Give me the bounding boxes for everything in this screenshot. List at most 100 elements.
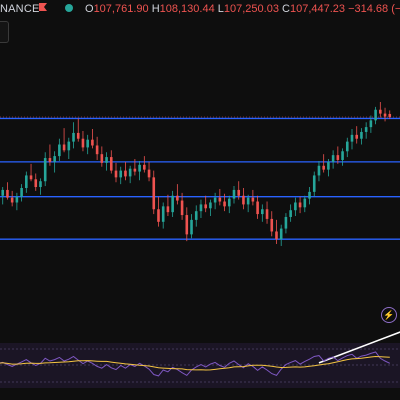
candle bbox=[350, 129, 354, 150]
candle bbox=[190, 214, 193, 239]
candle bbox=[124, 161, 127, 181]
symbol-label[interactable]: NANCE bbox=[0, 3, 40, 15]
candle bbox=[34, 173, 38, 191]
candle bbox=[143, 156, 146, 173]
candle bbox=[194, 205, 198, 227]
open-value: 107,761.90 bbox=[93, 3, 149, 15]
candle bbox=[327, 159, 330, 177]
flag-icon[interactable] bbox=[38, 2, 48, 12]
candle bbox=[218, 188, 222, 206]
candle bbox=[369, 115, 373, 133]
candle bbox=[100, 146, 104, 167]
candle bbox=[6, 182, 9, 200]
lightning-icon[interactable]: ⚡ bbox=[381, 307, 397, 323]
chart-header: NANCE O107,761.90 H108,130.44 L107,250.0… bbox=[0, 0, 400, 20]
candle bbox=[114, 162, 118, 183]
candle bbox=[171, 190, 174, 217]
candle bbox=[138, 160, 141, 181]
candle bbox=[119, 166, 123, 185]
candle bbox=[95, 136, 99, 160]
candle bbox=[360, 128, 363, 145]
candle bbox=[15, 192, 19, 211]
candle bbox=[270, 211, 274, 237]
candle bbox=[256, 195, 259, 219]
candle bbox=[25, 171, 28, 193]
candle bbox=[261, 204, 264, 222]
candle bbox=[294, 197, 297, 217]
open-label: O bbox=[85, 3, 94, 15]
candle bbox=[364, 122, 368, 139]
candle bbox=[213, 192, 217, 210]
market-status-dot bbox=[65, 4, 73, 12]
candle bbox=[76, 118, 80, 142]
candle bbox=[204, 195, 207, 213]
candle bbox=[152, 170, 156, 215]
low-value: 107,250.03 bbox=[223, 3, 279, 15]
candle bbox=[317, 160, 321, 182]
candle bbox=[303, 195, 307, 213]
candle bbox=[86, 134, 89, 155]
candle bbox=[232, 186, 236, 204]
candle bbox=[62, 128, 66, 153]
candle bbox=[237, 181, 241, 200]
candle bbox=[147, 161, 151, 182]
candle bbox=[81, 130, 85, 152]
candle bbox=[48, 144, 52, 166]
candle bbox=[133, 159, 137, 176]
candle bbox=[341, 148, 344, 166]
candle bbox=[209, 199, 212, 217]
candle bbox=[383, 107, 387, 122]
candle bbox=[180, 192, 184, 220]
candle bbox=[379, 102, 382, 118]
candle bbox=[161, 202, 165, 229]
candle bbox=[176, 184, 179, 205]
candle bbox=[157, 196, 160, 227]
candle bbox=[312, 171, 316, 197]
candle bbox=[1, 187, 5, 205]
candle bbox=[355, 126, 359, 144]
change-value: −314.68 (−0.29%) bbox=[348, 3, 400, 15]
rsi-ma-line bbox=[0, 355, 390, 371]
candlesticks bbox=[1, 102, 392, 246]
close-label: C bbox=[282, 3, 290, 15]
close-value: 107,447.23 bbox=[289, 3, 346, 15]
candle bbox=[279, 224, 283, 246]
candle bbox=[20, 184, 23, 202]
candle bbox=[345, 137, 349, 158]
support-resistance-levels bbox=[0, 117, 400, 240]
low-label: L bbox=[217, 3, 224, 15]
candle bbox=[199, 199, 203, 218]
candle bbox=[388, 110, 392, 119]
candle bbox=[265, 201, 269, 224]
candle bbox=[275, 219, 278, 245]
candle bbox=[308, 187, 311, 205]
candle bbox=[43, 152, 47, 187]
high-value: 108,130.44 bbox=[159, 3, 215, 15]
candle bbox=[53, 151, 56, 173]
candle bbox=[251, 189, 255, 206]
high-label: H bbox=[151, 3, 160, 15]
candle bbox=[58, 138, 61, 161]
candle bbox=[374, 106, 377, 125]
candle bbox=[166, 194, 170, 217]
candle bbox=[29, 163, 33, 182]
candle bbox=[128, 165, 132, 184]
candle bbox=[109, 150, 113, 174]
rsi-line bbox=[0, 351, 391, 377]
collapse-toggle[interactable] bbox=[0, 21, 9, 43]
candle bbox=[10, 190, 14, 207]
candle bbox=[336, 146, 340, 164]
candle bbox=[298, 196, 302, 214]
candle bbox=[67, 137, 71, 160]
candle bbox=[284, 213, 288, 234]
ohlc-readout: O107,761.90 H108,130.44 L107,250.03 C107… bbox=[85, 3, 400, 15]
candle bbox=[289, 204, 292, 222]
candle bbox=[91, 129, 94, 149]
candle bbox=[322, 154, 325, 173]
candle bbox=[246, 194, 250, 213]
candle bbox=[242, 187, 245, 210]
candle bbox=[105, 152, 108, 171]
candle bbox=[223, 193, 226, 212]
candle bbox=[331, 150, 335, 169]
